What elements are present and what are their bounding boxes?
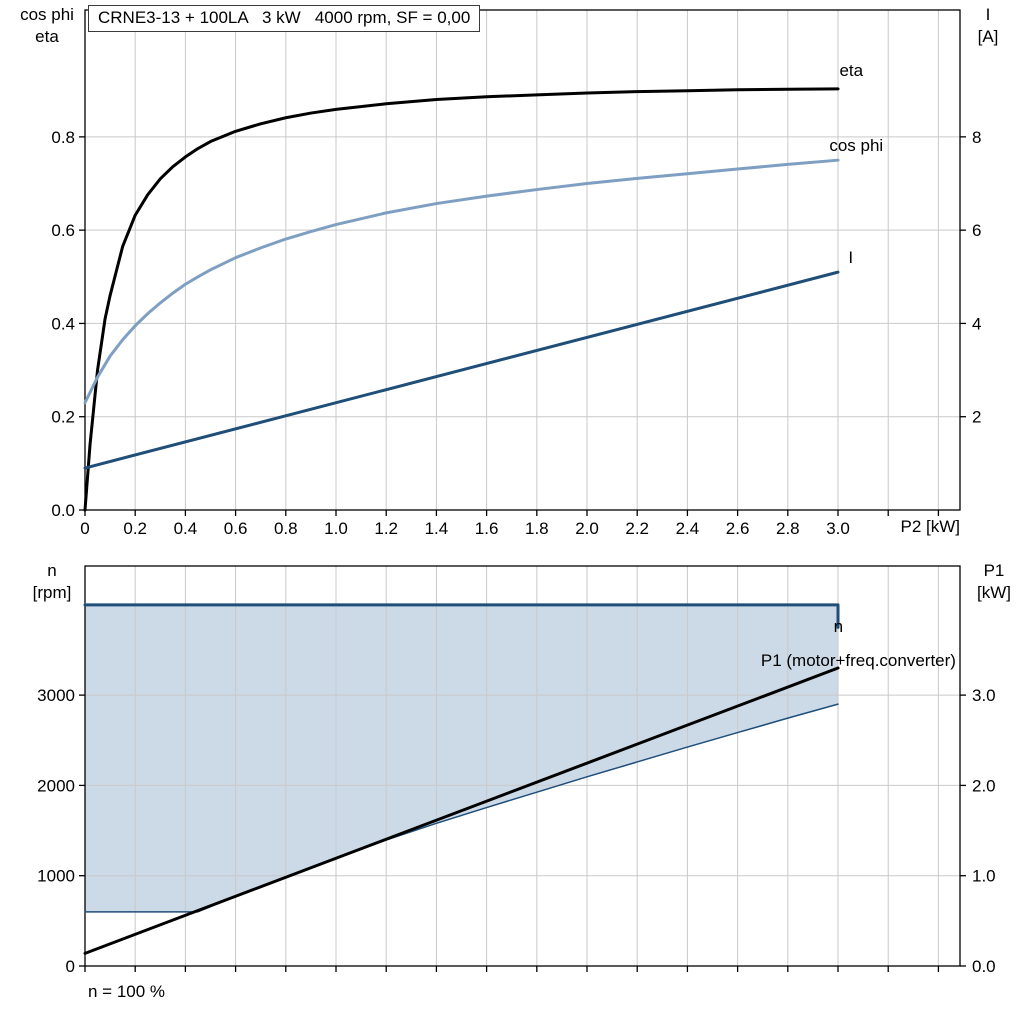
right-tick-label: 3.0 <box>972 686 996 705</box>
right-axis-label-line2: [A] <box>977 27 999 46</box>
right-tick-label: 2 <box>972 408 981 427</box>
top-left-axis-label: cos phi eta <box>8 4 86 48</box>
left-tick-label: 0 <box>66 957 75 976</box>
plot-frame <box>84 565 961 967</box>
left-tick-label: 0.0 <box>51 501 75 520</box>
bottom-left-axis-label: n [rpm] <box>16 560 88 604</box>
left-tick-label: 0.4 <box>51 314 75 333</box>
curve-label-eta: eta <box>839 61 863 80</box>
left-axis-label-line1: cos phi <box>20 5 74 24</box>
bottom-right-axis-label: P1 [kW] <box>964 560 1024 604</box>
n-axis-label-line1: n <box>47 561 57 580</box>
x-tick-label: 1.2 <box>374 519 398 538</box>
p1-axis-label-line1: P1 <box>983 561 1005 580</box>
curve-label-p1-motor-freq-converter: P1 (motor+freq.converter) <box>761 651 956 670</box>
n-axis-label-line2: [rpm] <box>32 583 72 602</box>
x-tick-label: 1.4 <box>425 519 449 538</box>
top-chart: 0 0.2 0.4 0.6 0.8 1.0 1.2 1.4 1.6 1.8 2.0 2.2 2.4 2.6… <box>51 9 981 538</box>
x-axis-label: P2 [kW] <box>900 517 960 536</box>
x-tick-label: 1.0 <box>324 519 348 538</box>
curve-p1-motor-freq-converter <box>83 666 840 955</box>
left-tick-label: 0.6 <box>51 221 75 240</box>
curve-label-n: n <box>834 617 843 636</box>
x-tick-label: 2.8 <box>776 519 800 538</box>
x-tick-label: 2.6 <box>726 519 750 538</box>
left-axis-label-line2: eta <box>35 27 59 46</box>
curve-label-i: I <box>848 248 853 267</box>
x-tick-label: 1.8 <box>525 519 549 538</box>
left-tick-label: 0.8 <box>51 128 75 147</box>
x-tick-label: 0 <box>80 519 89 538</box>
right-tick-label: 1.0 <box>972 867 996 886</box>
x-tick-label: 3.0 <box>826 519 850 538</box>
right-tick-label: 2.0 <box>972 776 996 795</box>
x-tick-label: 2.0 <box>575 519 599 538</box>
x-tick-label: 2.2 <box>625 519 649 538</box>
x-tick-label: 0.4 <box>174 519 198 538</box>
bottom-chart: 0 1000 2000 3000 0.0 1.0 2.0 3.0 n P1 (motor+freq… <box>37 565 996 976</box>
curve-n <box>83 603 840 629</box>
x-tick-label: 0.8 <box>274 519 298 538</box>
curve-label-cos-phi: cos phi <box>829 136 883 155</box>
operating-range-fill <box>85 604 839 912</box>
right-tick-label: 4 <box>972 314 981 333</box>
curve-i <box>83 270 840 470</box>
x-tick-label: 0.2 <box>123 519 147 538</box>
plot-frame <box>84 9 961 511</box>
x-tick-label: 1.6 <box>475 519 499 538</box>
x-tick-label: 0.6 <box>224 519 248 538</box>
right-tick-label: 8 <box>972 128 981 147</box>
left-tick-label: 2000 <box>37 776 75 795</box>
curve-cos-phi <box>83 158 840 405</box>
chart-title: CRNE3-13 + 100LA 3 kW 4000 rpm, SF = 0,0… <box>88 5 481 32</box>
right-tick-label: 6 <box>972 221 981 240</box>
x-tick-label: 2.4 <box>676 519 700 538</box>
curve-eta <box>83 87 840 512</box>
right-axis-label-line1: I <box>985 5 991 24</box>
p1-axis-label-line2: [kW] <box>977 583 1011 602</box>
left-tick-label: 0.2 <box>51 408 75 427</box>
right-tick-label: 0.0 <box>972 957 996 976</box>
left-tick-label: 3000 <box>37 686 75 705</box>
left-tick-label: 1000 <box>37 867 75 886</box>
speed-footnote: n = 100 % <box>88 982 166 1001</box>
top-right-axis-label: I [A] <box>960 4 1016 48</box>
